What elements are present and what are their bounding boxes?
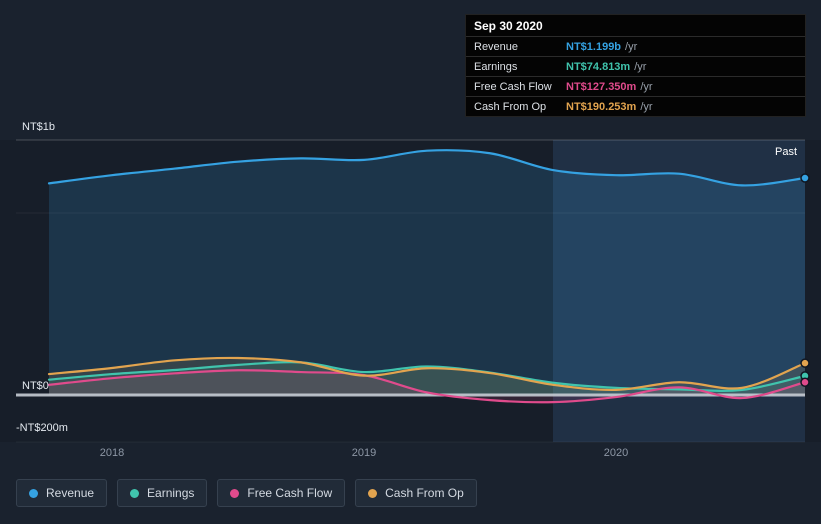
x-axis-label-2018: 2018 — [99, 447, 125, 459]
y-axis-label-zero: NT$0 — [22, 380, 49, 392]
tooltip-label-earnings: Earnings — [474, 60, 518, 73]
tooltip-row-revenue: Revenue NT$1.199b /yr — [466, 36, 805, 56]
tooltip-value-free-cash-flow: NT$127.350m — [566, 80, 637, 93]
chart-tooltip: Sep 30 2020 Revenue NT$1.199b /yr Earnin… — [465, 14, 806, 117]
tooltip-value-cash-from-op: NT$190.253m — [566, 100, 637, 113]
tooltip-label-cash-from-op: Cash From Op — [474, 100, 547, 113]
past-label: Past — [774, 146, 797, 158]
tooltip-label-free-cash-flow: Free Cash Flow — [474, 80, 552, 93]
legend-item-free-cash-flow[interactable]: Free Cash Flow — [217, 479, 346, 507]
y-axis-label-1b: NT$1b — [22, 121, 56, 133]
tooltip-suffix-cash-from-op: /yr — [640, 100, 653, 113]
tooltip-suffix-revenue: /yr — [625, 40, 638, 53]
legend-label-free-cash-flow: Free Cash Flow — [247, 486, 333, 500]
legend-item-earnings[interactable]: Earnings — [117, 479, 208, 507]
tooltip-label-revenue: Revenue — [474, 40, 519, 53]
tooltip-value-revenue: NT$1.199b — [566, 40, 622, 53]
legend-label-earnings: Earnings — [147, 486, 195, 500]
tooltip-value-earnings: NT$74.813m — [566, 60, 631, 73]
free-cash-flow-dot-icon — [230, 488, 240, 498]
tooltip-suffix-earnings: /yr — [634, 60, 647, 73]
legend-label-revenue: Revenue — [46, 486, 95, 500]
y-axis-label-neg200m: -NT$200m — [16, 422, 68, 434]
cash-from-op-dot-icon — [368, 488, 378, 498]
x-axis-label-2020: 2020 — [603, 447, 629, 459]
tooltip-row-free-cash-flow: Free Cash Flow NT$127.350m /yr — [466, 76, 805, 96]
legend-item-revenue[interactable]: Revenue — [16, 479, 108, 507]
series-legend: Revenue Earnings Free Cash Flow Cash Fro… — [16, 479, 477, 507]
tooltip-date: Sep 30 2020 — [474, 19, 543, 33]
x-axis-label-2019: 2019 — [351, 447, 377, 459]
revenue-dot-icon — [29, 488, 38, 498]
earnings-dot-icon — [130, 488, 140, 498]
legend-item-cash-from-op[interactable]: Cash From Op — [355, 479, 477, 507]
tooltip-row-earnings: Earnings NT$74.813m /yr — [466, 56, 805, 76]
tooltip-suffix-free-cash-flow: /yr — [640, 80, 653, 93]
tooltip-row-cash-from-op: Cash From Op NT$190.253m /yr — [466, 96, 805, 116]
legend-label-cash-from-op: Cash From Op — [385, 486, 464, 500]
